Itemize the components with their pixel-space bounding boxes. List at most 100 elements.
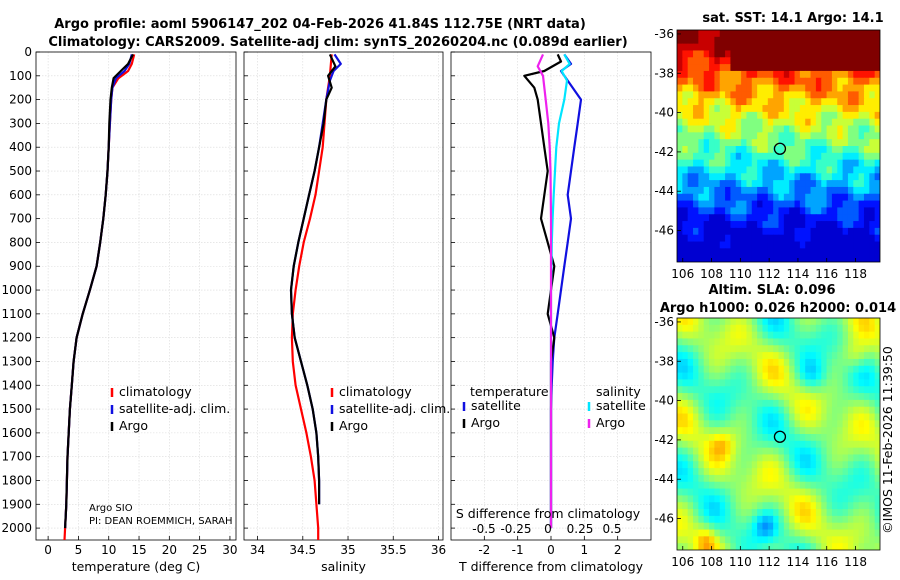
map-cell bbox=[719, 64, 726, 72]
map-cell bbox=[687, 515, 694, 524]
map-cell bbox=[757, 488, 764, 497]
map-cell bbox=[757, 159, 764, 168]
map-cell bbox=[709, 57, 715, 65]
map-cell bbox=[789, 50, 796, 58]
map-cell bbox=[858, 413, 865, 421]
map-cell bbox=[757, 324, 764, 333]
map-cell bbox=[773, 393, 780, 401]
map-cell bbox=[783, 111, 790, 120]
map-cell bbox=[698, 502, 705, 510]
map-cell bbox=[815, 186, 822, 195]
map-cell bbox=[751, 365, 758, 374]
map-cell bbox=[741, 481, 748, 490]
map-cell bbox=[847, 173, 854, 181]
map-cell bbox=[853, 420, 860, 428]
map-cell bbox=[751, 214, 758, 222]
map-cell bbox=[858, 111, 865, 120]
map-cell bbox=[698, 146, 705, 154]
map-cell bbox=[709, 166, 715, 174]
map-cell bbox=[693, 413, 699, 421]
map-cell bbox=[714, 406, 721, 415]
map-cell bbox=[853, 461, 860, 469]
map-cell bbox=[709, 393, 715, 401]
map-cell bbox=[693, 474, 699, 483]
map-cell bbox=[735, 529, 742, 537]
map-cell bbox=[746, 406, 753, 415]
map-cell bbox=[874, 118, 880, 127]
map-cell bbox=[730, 454, 737, 462]
map-cell bbox=[805, 221, 812, 229]
map-cell bbox=[789, 515, 796, 524]
map-cell bbox=[794, 111, 801, 120]
x-tick-label: 0 bbox=[547, 543, 555, 557]
map-cell bbox=[677, 324, 683, 333]
map-cell bbox=[762, 50, 769, 58]
map-cell bbox=[682, 64, 689, 72]
map-cell bbox=[773, 50, 780, 58]
map-cell bbox=[783, 454, 790, 462]
map-cell bbox=[682, 372, 689, 381]
map-cell bbox=[762, 420, 769, 428]
map-cell bbox=[767, 77, 774, 86]
map-cell bbox=[863, 372, 870, 381]
map-cell bbox=[858, 352, 865, 360]
map-cell bbox=[719, 522, 726, 531]
map-cell bbox=[847, 98, 854, 106]
map-cell bbox=[783, 200, 790, 209]
map-cell bbox=[751, 543, 758, 550]
map-cell bbox=[858, 515, 865, 524]
map-cell bbox=[842, 338, 849, 346]
map-x-tick-label: 106 bbox=[671, 267, 694, 281]
map-cell bbox=[794, 427, 801, 435]
map-cell bbox=[778, 522, 785, 531]
map-cell bbox=[869, 372, 876, 381]
map-cell bbox=[687, 200, 694, 209]
map-cell bbox=[682, 166, 689, 174]
map-cell bbox=[831, 393, 838, 401]
map-cell bbox=[757, 331, 764, 340]
map-cell bbox=[847, 139, 854, 147]
map-cell bbox=[709, 495, 715, 503]
map-cell bbox=[869, 193, 876, 202]
map-cell bbox=[698, 522, 705, 531]
map-cell bbox=[773, 331, 780, 340]
map-cell bbox=[831, 146, 838, 154]
map-cell bbox=[719, 379, 726, 387]
map-cell bbox=[794, 440, 801, 449]
map-cell bbox=[858, 358, 865, 367]
map-cell bbox=[853, 159, 860, 168]
map-cell bbox=[677, 481, 683, 490]
map-cell bbox=[810, 386, 817, 394]
map-cell bbox=[677, 227, 683, 236]
legend-entry: satellite bbox=[596, 398, 646, 413]
map-cell bbox=[826, 474, 833, 483]
map-cell bbox=[730, 98, 737, 106]
map-cell bbox=[874, 434, 880, 442]
map-cell bbox=[677, 386, 683, 394]
map-cell bbox=[714, 98, 721, 106]
map-cell bbox=[773, 345, 780, 353]
map-cell bbox=[773, 365, 780, 374]
map-cell bbox=[746, 331, 753, 340]
map-cell bbox=[874, 105, 880, 113]
map-cell bbox=[725, 207, 732, 215]
map-cell bbox=[783, 515, 790, 524]
map-cell bbox=[778, 318, 785, 326]
map-cell bbox=[741, 118, 748, 127]
map-cell bbox=[815, 372, 822, 381]
map-cell bbox=[698, 318, 705, 326]
map-cell bbox=[741, 331, 748, 340]
map-cell bbox=[815, 393, 822, 401]
map-cell bbox=[709, 481, 715, 490]
map-cell bbox=[730, 447, 737, 456]
map-cell bbox=[821, 105, 828, 113]
map-cell bbox=[826, 413, 833, 421]
map-cell bbox=[874, 166, 880, 174]
map-cell bbox=[842, 84, 849, 93]
map-cell bbox=[741, 36, 748, 45]
map-cell bbox=[810, 331, 817, 340]
map-cell bbox=[847, 358, 854, 367]
map-cell bbox=[858, 338, 865, 346]
map-cell bbox=[725, 406, 732, 415]
map-cell bbox=[821, 488, 828, 497]
